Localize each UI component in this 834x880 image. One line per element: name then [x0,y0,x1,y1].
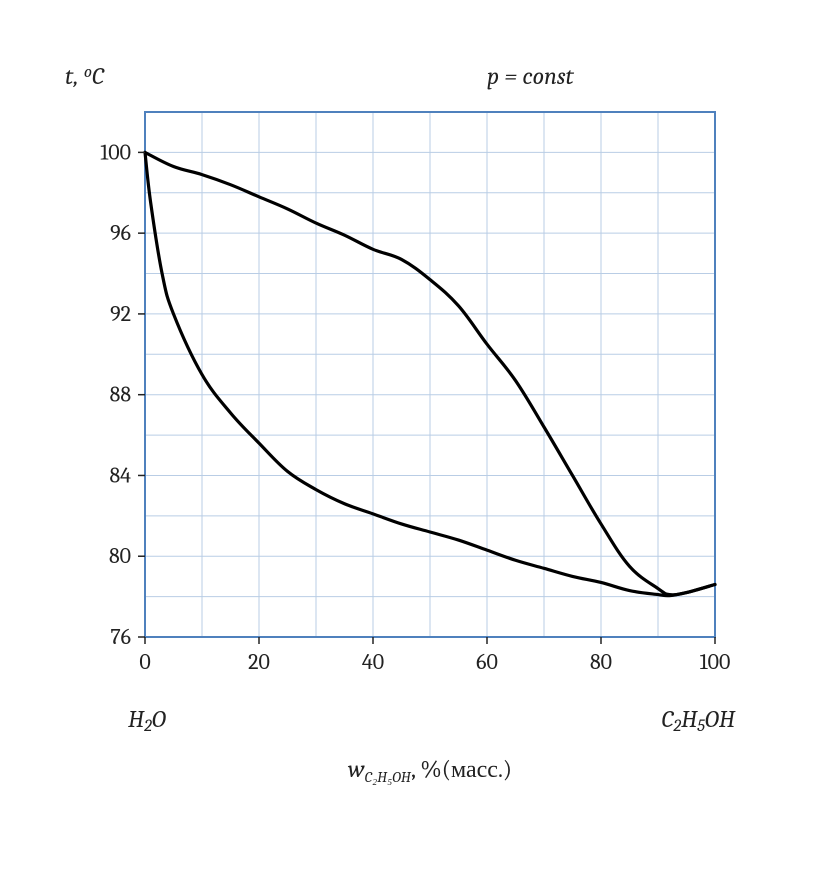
phase-diagram-chart: 768084889296100020406080100t, oCp = cons… [0,0,834,880]
svg-text:20: 20 [248,649,270,675]
svg-text:100: 100 [700,649,731,675]
svg-text:96: 96 [110,220,131,246]
svg-text:88: 88 [110,382,132,408]
svg-text:76: 76 [110,624,131,650]
svg-text:84: 84 [110,462,132,488]
svg-text:80: 80 [109,543,131,569]
svg-text:92: 92 [110,301,131,327]
chart-svg: 768084889296100020406080100t, oCp = cons… [0,0,834,880]
svg-text:80: 80 [590,649,612,675]
p-const-annotation: p = const [487,62,575,90]
svg-text:40: 40 [362,649,384,675]
svg-text:60: 60 [476,649,498,675]
svg-text:100: 100 [100,139,131,165]
svg-text:0: 0 [139,649,150,675]
